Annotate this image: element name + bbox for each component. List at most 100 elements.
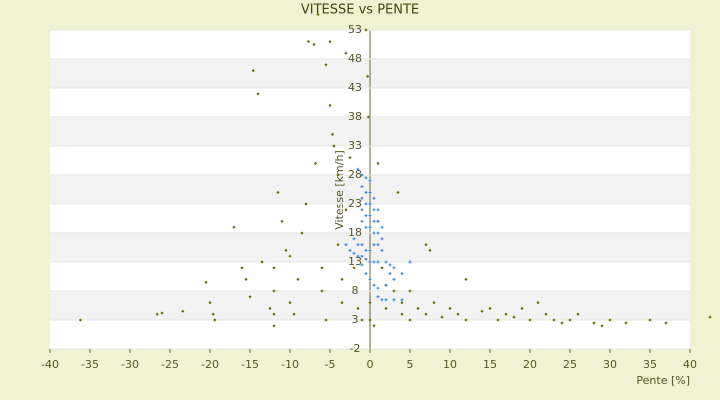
point: [520, 306, 524, 310]
x-tick-label: -35: [81, 358, 99, 371]
point: [372, 231, 376, 235]
point: [368, 214, 372, 218]
point: [372, 208, 376, 212]
point: [544, 312, 548, 316]
point: [360, 254, 364, 258]
point: [320, 266, 324, 270]
x-tick-label: -15: [241, 358, 259, 371]
point: [364, 190, 368, 194]
point: [648, 318, 652, 322]
point: [392, 266, 396, 270]
point: [208, 301, 212, 305]
point: [384, 298, 388, 302]
point: [372, 324, 376, 328]
point: [424, 312, 428, 316]
x-tick-label: 20: [523, 358, 537, 371]
point: [568, 318, 572, 322]
point: [664, 321, 668, 325]
x-tick-label: 40: [683, 358, 697, 371]
y-tick-label: 33: [348, 139, 362, 152]
chart-title: VITESSE vs PENTE: [301, 3, 419, 18]
point: [211, 312, 215, 316]
point: [352, 237, 356, 241]
point: [380, 248, 384, 252]
point: [348, 156, 352, 160]
point: [416, 306, 420, 310]
point: [464, 318, 468, 322]
point: [536, 301, 540, 305]
point: [376, 231, 380, 235]
point: [288, 301, 292, 305]
point: [496, 318, 500, 322]
point: [155, 312, 159, 316]
point: [336, 243, 340, 247]
point: [272, 266, 276, 270]
point: [384, 306, 388, 310]
point: [480, 309, 484, 313]
point: [304, 202, 308, 206]
point: [392, 277, 396, 281]
point: [360, 208, 364, 212]
x-tick-label: 35: [643, 358, 657, 371]
point: [360, 263, 364, 267]
point: [360, 243, 364, 247]
point: [336, 173, 340, 177]
point: [272, 289, 276, 293]
point: [213, 318, 217, 322]
point: [388, 263, 392, 267]
point: [552, 318, 556, 322]
point: [330, 132, 334, 136]
x-tick-label: 30: [603, 358, 617, 371]
point: [512, 315, 516, 319]
point: [376, 161, 380, 165]
point: [528, 318, 532, 322]
point: [328, 103, 332, 107]
point: [260, 260, 264, 264]
point: [600, 324, 604, 328]
point: [376, 219, 380, 223]
point: [560, 321, 564, 325]
point: [408, 289, 412, 293]
point: [312, 42, 316, 47]
point: [344, 243, 348, 247]
y-tick-label: -2: [350, 342, 361, 355]
y-tick-label: 48: [348, 52, 362, 65]
point: [244, 277, 248, 281]
point: [296, 277, 300, 281]
point: [376, 243, 380, 247]
point: [464, 277, 468, 281]
point: [366, 115, 370, 119]
point: [352, 266, 356, 270]
point: [372, 196, 376, 200]
point: [356, 306, 360, 310]
point: [360, 173, 364, 177]
point: [368, 202, 372, 206]
point: [384, 283, 388, 287]
point: [348, 248, 352, 252]
point: [384, 260, 388, 264]
point: [364, 202, 368, 206]
point: [368, 190, 372, 194]
x-tick-label: 25: [563, 358, 577, 371]
point: [292, 312, 296, 316]
point: [424, 243, 428, 247]
point: [380, 298, 384, 302]
point: [356, 243, 360, 247]
point: [356, 254, 360, 258]
point: [504, 312, 508, 316]
point: [456, 312, 460, 316]
point: [352, 251, 356, 255]
point: [488, 306, 492, 310]
point: [364, 214, 368, 218]
y-tick-label: 28: [348, 168, 362, 181]
point: [408, 318, 412, 322]
point: [314, 161, 318, 165]
point: [408, 260, 412, 264]
point: [400, 312, 404, 316]
point: [360, 219, 364, 223]
y-tick-label: 23: [348, 197, 362, 210]
point: [376, 295, 380, 299]
point: [368, 301, 372, 305]
